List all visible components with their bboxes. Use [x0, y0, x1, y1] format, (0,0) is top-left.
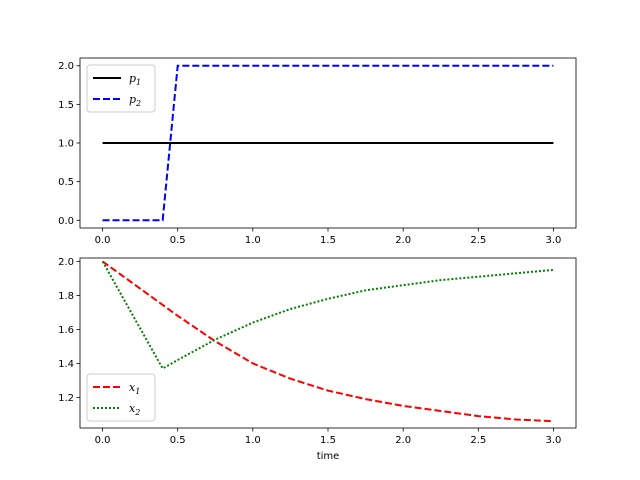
- y-tick-label: 1.6: [58, 325, 74, 336]
- subplot-2: 0.0 0.5 1.0 1.5 2.0 2.5 3.0 1.2 1.4 1.6 1.8 2.0 time…: [58, 257, 577, 462]
- y-tick-label: 1.0: [58, 139, 74, 150]
- series-x2-line: [101, 260, 554, 370]
- series-x1-line: [101, 260, 554, 423]
- legend-label-x2: x2: [129, 402, 140, 417]
- x-tick-label: 0.0: [95, 235, 111, 246]
- y-tick-label: 0.0: [58, 216, 74, 227]
- x-tick-label: 3.0: [546, 235, 562, 246]
- x-axis-label: time: [317, 451, 340, 462]
- y-tick-label: 0.5: [58, 177, 74, 188]
- x-tick-label: 2.0: [395, 235, 411, 246]
- legend-label-x1: x1: [129, 381, 140, 396]
- x-tick-label: 0.5: [170, 435, 186, 446]
- legend-box: [86, 373, 156, 422]
- x-tick-label: 2.0: [395, 435, 411, 446]
- y-tick-label: 2.0: [58, 61, 74, 72]
- x-tick-label: 0.5: [170, 235, 186, 246]
- legend-box: [86, 64, 156, 113]
- x-tick-label: 1.0: [245, 235, 261, 246]
- y-tick-label: 2.0: [58, 257, 74, 268]
- x-tick-label: 2.5: [470, 435, 486, 446]
- y-tick-label: 1.4: [58, 359, 74, 370]
- y-tick-label: 1.5: [58, 100, 74, 111]
- x-tick-label: 1.5: [320, 435, 336, 446]
- x-tick-label: 0.0: [95, 435, 111, 446]
- x-tick-label: 1.5: [320, 235, 336, 246]
- x-tick-label: 2.5: [470, 235, 486, 246]
- x-tick-label: 3.0: [546, 435, 562, 446]
- x-tick-label: 1.0: [245, 435, 261, 446]
- y-tick-label: 1.2: [58, 393, 74, 404]
- y-tick-label: 1.8: [58, 291, 74, 302]
- series-p2-line: [102, 64, 554, 222]
